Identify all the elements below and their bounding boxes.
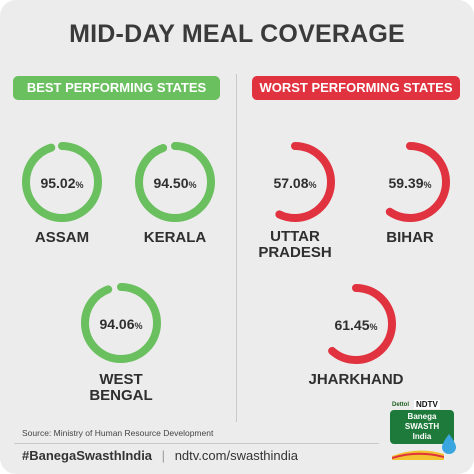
- value-label-west-bengal: 94.06%: [99, 316, 142, 332]
- best-states-header: BEST PERFORMING STATES: [13, 76, 220, 100]
- logo-ndtv-text: NDTV: [414, 400, 440, 409]
- state-name-line: BIHAR: [386, 229, 434, 246]
- state-name-west-bengal: WEST BENGAL: [89, 372, 152, 404]
- ring-uttar-pradesh: [255, 142, 335, 222]
- water-drop-icon: [442, 434, 456, 454]
- ring-west-bengal: [81, 283, 161, 363]
- footer: #BanegaSwasthIndia | ndtv.com/swasthindi…: [22, 448, 298, 463]
- value-label-kerala: 94.50%: [153, 175, 196, 191]
- state-name-line: KERALA: [143, 229, 207, 246]
- logo-swoosh-icon: [392, 450, 444, 460]
- hashtag-link[interactable]: #BanegaSwasthIndia: [22, 448, 153, 463]
- state-name-uttar-pradesh: UTTAR PRADESH: [258, 229, 331, 261]
- state-name-line: UTTAR: [270, 228, 320, 245]
- logo-line-1: Banega: [407, 412, 437, 421]
- logo-dettol-text: Dettol: [392, 402, 409, 408]
- state-name-jharkhand: JHARKHAND: [308, 372, 403, 388]
- state-name-line: JHARKHAND: [308, 371, 404, 388]
- column-divider: [236, 74, 237, 422]
- ring-kerala: [135, 142, 215, 222]
- page-title: MID-DAY MEAL COVERAGE: [69, 20, 405, 48]
- site-link[interactable]: ndtv.com/swasthindia: [174, 448, 299, 463]
- banega-swasth-india-logo: Dettol NDTV Banega SWASTH India: [386, 398, 462, 468]
- logo-line-2: SWASTH: [404, 422, 440, 431]
- logo-title: Banega SWASTH India: [390, 410, 454, 444]
- worst-states-header: WORST PERFORMING STATES: [252, 76, 460, 100]
- logo-line-3: India: [412, 432, 432, 441]
- state-name-line: BENGAL: [89, 387, 153, 404]
- value-label-bihar: 59.39%: [388, 175, 431, 191]
- ring-assam: [22, 142, 102, 222]
- state-name-kerala: KERALA: [144, 230, 207, 246]
- value-label-jharkhand: 61.45%: [334, 317, 377, 333]
- footer-divider: [14, 443, 379, 444]
- value-label-uttar-pradesh: 57.08%: [273, 175, 316, 191]
- state-name-line: PRADESH: [258, 244, 332, 261]
- state-name-line: WEST: [99, 371, 143, 388]
- state-name-assam: ASSAM: [35, 230, 89, 246]
- ring-bihar: [370, 142, 450, 222]
- state-name-line: ASSAM: [34, 229, 90, 246]
- ring-jharkhand: [316, 284, 396, 364]
- state-name-bihar: BIHAR: [386, 230, 434, 246]
- source-note: Source: Ministry of Human Resource Devel…: [22, 428, 214, 438]
- value-label-assam: 95.02%: [40, 175, 83, 191]
- footer-separator: |: [161, 448, 166, 463]
